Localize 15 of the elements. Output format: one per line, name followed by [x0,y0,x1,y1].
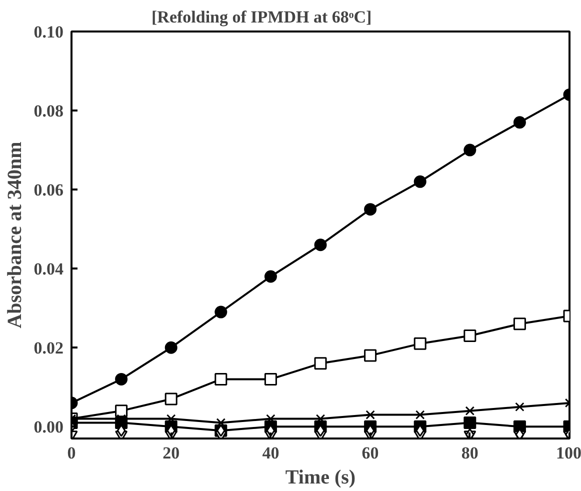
y-tick-label: 0.10 [34,22,64,42]
y-tick-label: 0.00 [34,418,64,437]
x-tick-label: 100 [556,444,581,462]
x-axis-title: Time (s) [285,466,356,488]
x-tick-label: 80 [461,444,478,462]
y-tick-label: 0.06 [34,180,64,200]
x-tick-label: 40 [262,444,280,462]
y-tick-label: 0.04 [34,260,64,279]
y-tick-label: 0.02 [34,338,64,358]
x-tick-label: 60 [362,444,379,462]
chart-title: [Refolding of IPMDH at 68ᵒC] [152,8,372,26]
y-axis-title: Absorbance at 340nm [4,141,26,328]
x-tick-label: 0 [67,444,76,462]
y-tick-label: 0.08 [34,102,64,121]
x-tick-label: 20 [162,444,180,462]
